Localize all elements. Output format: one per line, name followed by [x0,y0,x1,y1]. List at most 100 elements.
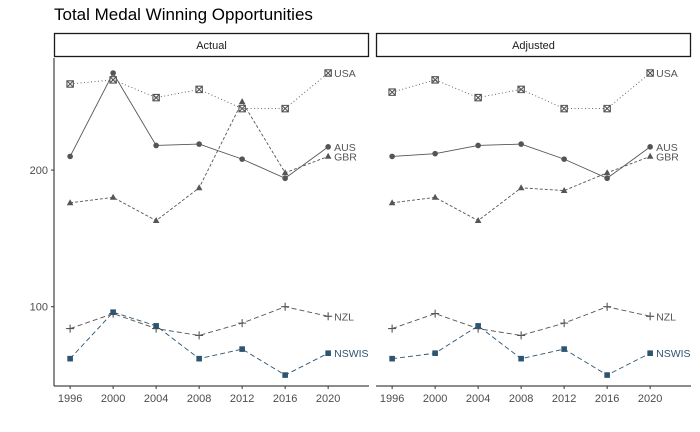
series-label: NZL [656,311,676,323]
data-point [66,199,74,206]
panel-adjusted: Adjusted 1996 2000 2004 2008 2012 2016 2020 USA A… [375,32,692,405]
series-gbr: GBR [388,151,679,224]
data-point [646,69,654,77]
series-label: NSWIS [656,348,690,360]
series-aus: AUS [67,70,356,182]
series-line [392,143,651,179]
series-aus: AUS [389,141,678,182]
data-point [475,142,481,149]
series-nswis: NSWIS [389,323,691,378]
data-point [388,199,396,206]
series-label: AUS [656,142,678,154]
data-point [517,331,526,340]
data-point [388,324,397,333]
x-tick-label: 1996 [58,393,82,405]
x-tick-label: 2008 [509,393,533,405]
data-point [389,355,395,362]
data-point [431,193,439,200]
y-tick-label: 200 [30,165,48,177]
data-point [282,175,288,182]
data-point [67,355,73,362]
data-point [110,309,116,315]
series-line [70,100,329,222]
x-tick-label: 2000 [101,393,125,405]
series-line [392,72,651,110]
series-gbr: GBR [66,98,357,224]
x-tick-label: 2004 [466,393,490,405]
data-point [66,324,75,333]
series-label: NZL [334,311,354,323]
data-point [604,175,610,182]
series-line [70,72,329,110]
data-point [239,156,245,162]
series-label: NSWIS [334,348,368,360]
data-point [195,184,203,191]
data-point [281,302,290,311]
data-point [110,70,116,76]
data-point [282,372,288,378]
data-point [324,69,332,77]
series-label: GBR [656,151,679,163]
data-point [603,104,611,113]
data-point [561,346,567,352]
series-label: AUS [334,142,356,154]
chart-title: Total Medal Winning Opportunities [54,5,313,24]
data-point [647,350,653,356]
data-point [604,372,610,378]
y-tick-label: 100 [30,302,48,314]
data-point [560,186,568,193]
data-point [153,142,159,149]
data-point [646,152,654,159]
series-line [69,306,329,336]
data-point [325,144,331,150]
x-tick-label: 2020 [316,393,340,405]
x-tick-label: 2020 [638,393,662,405]
data-point [195,331,204,340]
data-point [389,153,395,160]
data-point [432,350,438,356]
data-point [324,152,332,159]
series-label: USA [656,68,678,80]
data-point [67,153,73,160]
x-tick-label: 2004 [144,393,168,405]
data-point [152,217,160,224]
series-label: GBR [334,151,357,163]
data-point [561,156,567,162]
x-tick-label: 1996 [380,393,404,405]
data-point [324,312,333,321]
series-usa: USA [388,68,678,113]
panel-actual: Actual 100 200 1996 2000 2004 2008 2012 2016 2020… [30,32,370,405]
series-usa: USA [66,68,356,113]
series-nzl: NZL [66,302,354,340]
series-line [69,311,329,376]
data-point [238,98,246,105]
data-point [517,184,525,191]
data-point [646,312,655,321]
data-point [109,193,117,200]
x-tick-label: 2012 [552,393,576,405]
strip-label: Actual [196,40,227,52]
data-point [152,93,160,102]
x-tick-label: 2016 [595,393,619,405]
data-point [647,144,653,150]
data-point [325,350,331,356]
data-point [431,76,439,84]
data-point [238,319,247,328]
data-point [66,80,74,88]
data-point [603,169,611,176]
strip-label: Adjusted [512,40,555,52]
x-tick-label: 2016 [273,393,297,405]
data-point [388,88,396,96]
data-point [603,302,612,311]
data-point [281,104,289,113]
data-point [153,323,159,329]
series-label: USA [334,68,356,80]
data-point [517,85,525,94]
data-point [475,323,481,329]
data-point [195,85,203,94]
series-line [391,306,651,336]
data-point [196,141,202,147]
data-point [431,309,440,318]
data-point [474,93,482,102]
